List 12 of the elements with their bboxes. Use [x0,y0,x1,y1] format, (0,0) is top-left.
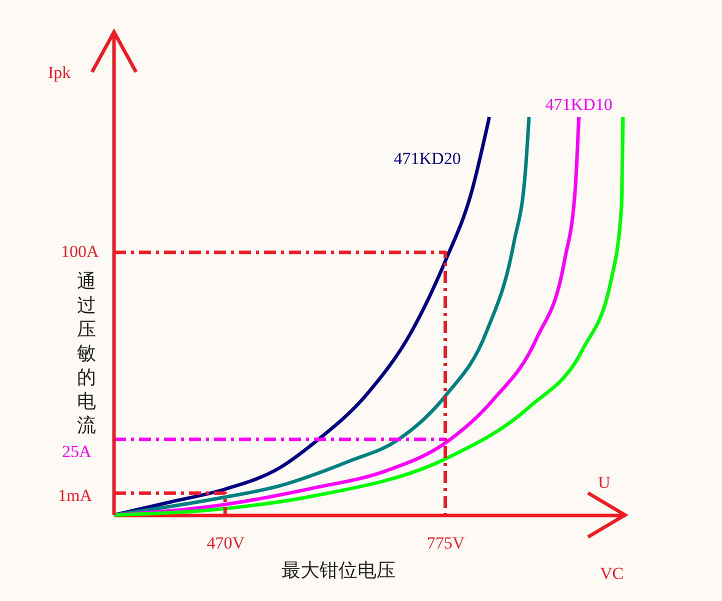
series-label: 471KD10 [545,95,612,114]
x-tick-label: 470V [206,534,246,552]
series-label: 471KD20 [394,149,461,168]
y-axis-title: 通过压敏的电流 [77,270,96,436]
text: VC [600,564,624,583]
x-tick-label: 775V [426,534,466,552]
annotation: U [598,473,610,492]
text: Ipk [48,63,71,82]
text: 100A [61,242,99,261]
text: 25A [62,442,92,461]
x-axis-title: 最大钳位电压 [282,560,396,582]
text: 1mA [58,486,92,505]
